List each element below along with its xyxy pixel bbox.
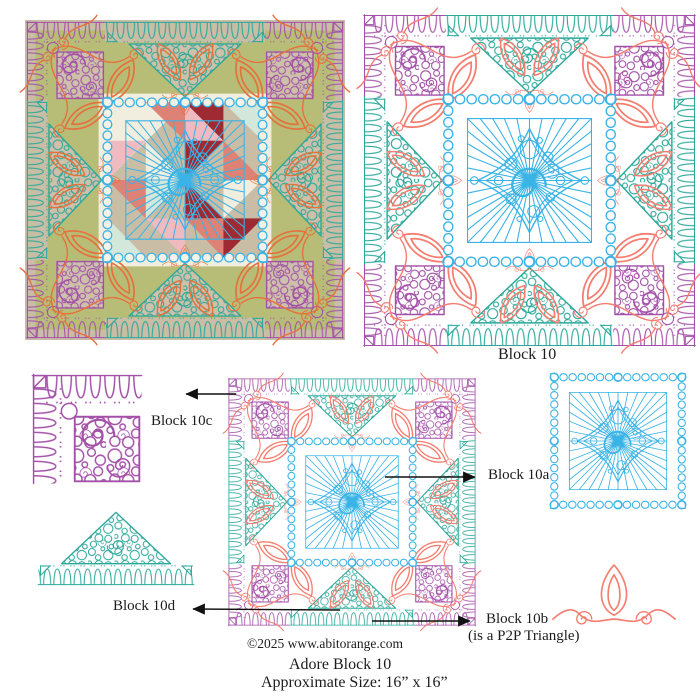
pattern-size: Approximate Size: 16” x 16” <box>261 674 448 691</box>
pattern-title: Adore Block 10 <box>289 656 392 673</box>
block10a-sample <box>549 372 687 510</box>
block10-line-drawing <box>362 13 697 348</box>
colored-quilt-block <box>25 20 345 340</box>
copyright-line: ©2025 www.abitorange.com <box>247 636 403 651</box>
block10b-label: Block 10b <box>486 611 549 627</box>
block10a-label: Block 10a <box>488 467 550 483</box>
block10b-sample <box>549 563 679 628</box>
colored-quilt-block-art <box>25 20 345 340</box>
colored-block-stitching <box>20 15 350 345</box>
block10-caption: Block 10 <box>498 346 557 363</box>
block10c-label: Block 10c <box>151 413 213 429</box>
block10b-note: (is a P2P Triangle) <box>468 628 580 644</box>
block10d-sample <box>38 510 194 587</box>
block10d-label: Block 10d <box>113 598 176 614</box>
block10c-sample <box>28 370 146 488</box>
block10-annotated-drawing <box>227 377 477 627</box>
